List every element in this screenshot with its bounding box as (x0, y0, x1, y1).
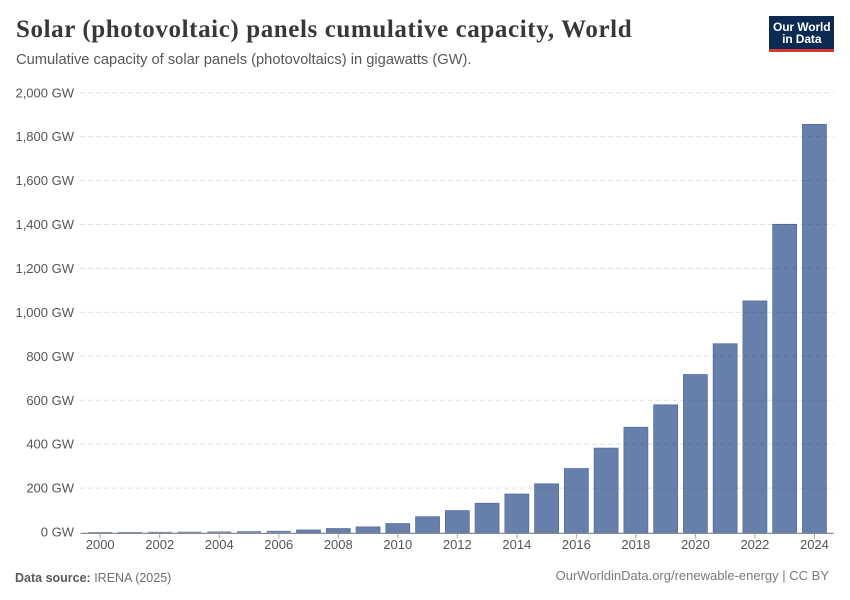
svg-text:2022: 2022 (740, 537, 769, 552)
svg-text:600 GW: 600 GW (26, 393, 74, 408)
svg-text:1,000 GW: 1,000 GW (15, 305, 74, 320)
svg-text:2012: 2012 (443, 537, 472, 552)
svg-text:2018: 2018 (621, 537, 650, 552)
svg-text:2002: 2002 (145, 537, 174, 552)
svg-text:2008: 2008 (324, 537, 353, 552)
svg-text:2,000 GW: 2,000 GW (15, 85, 74, 100)
svg-text:800 GW: 800 GW (26, 349, 74, 364)
svg-text:400 GW: 400 GW (26, 437, 74, 452)
svg-text:2014: 2014 (502, 537, 531, 552)
svg-text:2006: 2006 (264, 537, 293, 552)
svg-text:2020: 2020 (681, 537, 710, 552)
svg-text:200 GW: 200 GW (26, 481, 74, 496)
svg-text:2024: 2024 (800, 537, 829, 552)
svg-text:1,800 GW: 1,800 GW (15, 129, 74, 144)
svg-text:0 GW: 0 GW (41, 525, 75, 540)
svg-text:2016: 2016 (562, 537, 591, 552)
svg-text:1,400 GW: 1,400 GW (15, 217, 74, 232)
svg-text:1,200 GW: 1,200 GW (15, 261, 74, 276)
svg-text:2004: 2004 (205, 537, 234, 552)
svg-text:1,600 GW: 1,600 GW (15, 173, 74, 188)
svg-text:2000: 2000 (86, 537, 115, 552)
svg-text:2010: 2010 (383, 537, 412, 552)
